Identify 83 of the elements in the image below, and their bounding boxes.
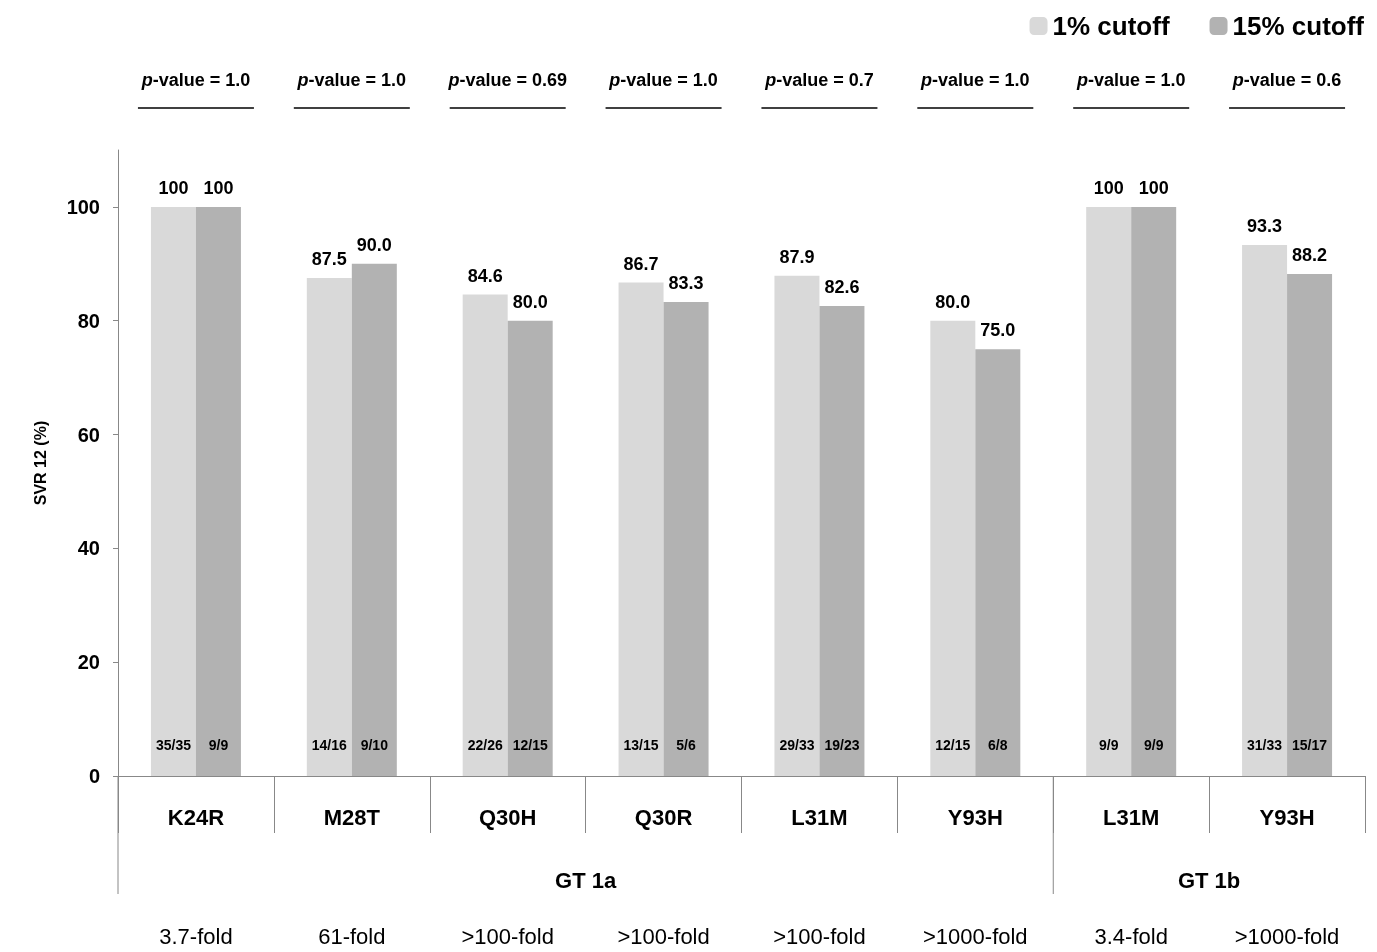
annotation: 35/35 — [155, 737, 192, 753]
annotation: 29/33 — [779, 737, 815, 753]
data-label: 87.9 — [779, 246, 815, 267]
annotation: 5/6 — [676, 737, 696, 753]
x-tick-label: Y93H — [1259, 804, 1315, 830]
legend-label: 1% cutoff — [1052, 11, 1170, 41]
x-tick-label: M28T — [323, 804, 381, 830]
annotation: 6/8 — [988, 737, 1008, 753]
bar — [195, 206, 241, 776]
y-tick-label: 0 — [88, 765, 100, 787]
data-label: 75.0 — [980, 320, 1016, 341]
text: p-value = 1.0 — [920, 70, 1030, 90]
annotation: 13/15 — [623, 737, 659, 753]
y-tick-label: 60 — [77, 423, 100, 446]
x-tick-label: L31M — [791, 804, 848, 830]
bar — [774, 275, 820, 776]
text: >100-fold — [773, 923, 866, 949]
bar — [663, 301, 709, 776]
y-tick-label: 20 — [77, 651, 100, 674]
annotation: 19/23 — [824, 737, 860, 753]
data-label: 83.3 — [668, 272, 704, 293]
annotation: 15/17 — [1292, 737, 1328, 753]
text: p-value = 0.7 — [764, 70, 874, 90]
bar — [1287, 274, 1333, 776]
annotation: 12/15 — [935, 737, 971, 753]
bar — [975, 349, 1021, 776]
bar — [1131, 206, 1177, 776]
text: 3.4-fold — [1094, 923, 1168, 949]
y-tick-label: 100 — [66, 195, 100, 218]
data-label: 80.0 — [935, 291, 971, 312]
data-label: 100 — [1093, 177, 1124, 198]
data-label: 84.6 — [467, 265, 503, 286]
text: >1000-fold — [1234, 923, 1340, 949]
annotation: 9/9 — [208, 737, 229, 753]
bar — [1086, 206, 1132, 776]
bar — [150, 206, 196, 776]
data-label: 86.7 — [623, 253, 659, 274]
bar — [819, 305, 865, 776]
text: p-value = 1.0 — [608, 70, 718, 90]
text: p-value = 1.0 — [1075, 70, 1186, 90]
annotation: 9/10 — [360, 737, 389, 753]
bar — [306, 278, 352, 776]
bar — [462, 294, 508, 776]
bar — [351, 263, 397, 776]
data-label: 80.0 — [512, 291, 548, 312]
text: p-value = 1.0 — [140, 70, 251, 90]
x-tick-label: Q30R — [634, 804, 693, 830]
y-axis-title: SVR 12 (%) — [31, 420, 49, 506]
text: 3.7-fold — [159, 923, 233, 949]
text: p-value = 1.0 — [296, 70, 407, 90]
legend-label: 15% cutoff — [1232, 11, 1365, 41]
data-label: 93.3 — [1247, 216, 1283, 237]
data-label: 100 — [1138, 177, 1169, 198]
data-label: 90.0 — [356, 234, 392, 255]
x-tick-label: Q30H — [478, 804, 537, 830]
text: >1000-fold — [923, 923, 1028, 949]
y-tick-label: 80 — [77, 309, 100, 332]
x-tick-label: Y93H — [947, 804, 1003, 830]
bar — [618, 282, 664, 776]
x-tick-label: L31M — [1103, 804, 1160, 830]
text: >100-fold — [461, 923, 554, 949]
text: >100-fold — [617, 923, 710, 949]
text: p-value = 0.69 — [447, 70, 567, 90]
annotation: 9/9 — [1098, 737, 1119, 753]
y-tick-label: 40 — [77, 537, 100, 560]
annotation: 12/15 — [512, 737, 548, 753]
data-label: 88.2 — [1292, 245, 1328, 266]
annotation: 9/9 — [1143, 737, 1164, 753]
annotation: 14/16 — [311, 737, 348, 753]
bar — [930, 320, 976, 776]
annotation: 31/33 — [1247, 737, 1283, 753]
data-label: 87.5 — [311, 249, 347, 270]
text: 61-fold — [318, 923, 386, 949]
text: GT 1a — [555, 867, 617, 893]
text: p-value = 0.6 — [1231, 70, 1342, 90]
data-label: 100 — [158, 177, 189, 198]
annotation: 22/26 — [467, 737, 503, 753]
bar — [507, 320, 553, 776]
x-tick-label: K24R — [167, 804, 225, 830]
data-label: 82.6 — [824, 276, 860, 297]
bar — [1242, 245, 1288, 776]
text: GT 1b — [1177, 867, 1241, 893]
data-label: 100 — [203, 177, 234, 198]
